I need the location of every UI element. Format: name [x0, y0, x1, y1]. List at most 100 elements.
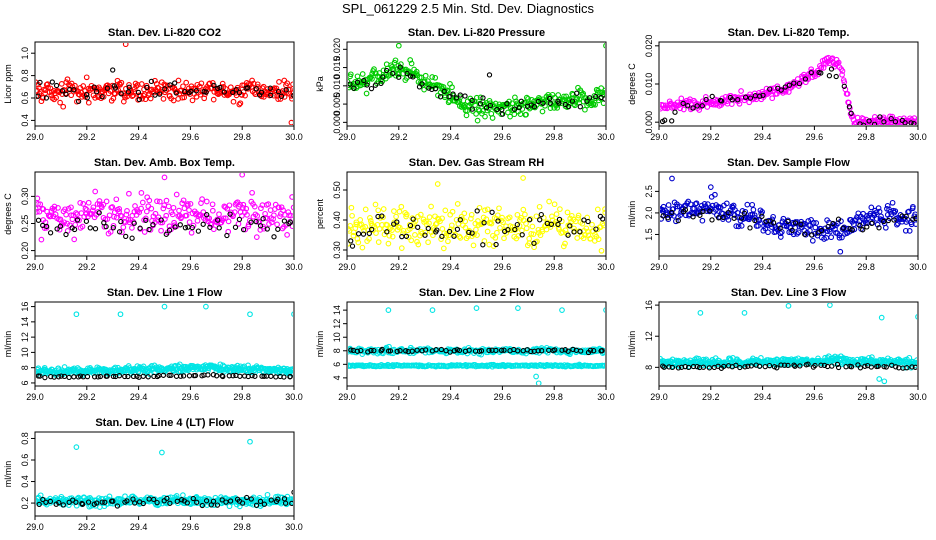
- data-point: [163, 231, 169, 237]
- data-point: [101, 220, 107, 226]
- data-point: [501, 235, 507, 242]
- x-tick-label: 29.0: [650, 262, 668, 272]
- data-point: [174, 498, 180, 504]
- data-point: [469, 230, 475, 236]
- data-point: [79, 501, 86, 507]
- x-tick-label: 29.4: [754, 392, 772, 402]
- data-point: [89, 207, 96, 214]
- data-point: [131, 86, 138, 92]
- data-point: [830, 220, 836, 227]
- data-point: [397, 64, 403, 70]
- data-point: [802, 76, 809, 82]
- data-point: [904, 365, 910, 371]
- data-point: [57, 99, 63, 106]
- data-point: [378, 80, 384, 87]
- data-point: [710, 101, 717, 108]
- data-point: [186, 219, 193, 225]
- x-tick-label: 30.0: [909, 132, 927, 142]
- data-point: [205, 372, 211, 378]
- data-point: [703, 96, 709, 103]
- data-point: [484, 206, 491, 213]
- data-point: [660, 213, 666, 219]
- data-point: [565, 348, 571, 354]
- data-point: [672, 109, 678, 115]
- outlier-point: [291, 489, 293, 495]
- data-point: [426, 85, 432, 91]
- data-point: [712, 191, 718, 198]
- data-point: [482, 113, 488, 120]
- data-point: [426, 220, 432, 227]
- data-point: [765, 357, 771, 363]
- data-point: [662, 117, 668, 123]
- data-point: [281, 218, 288, 224]
- data-point: [515, 348, 521, 354]
- data-point: [507, 113, 513, 120]
- data-point: [876, 225, 882, 231]
- outlier-point: [385, 307, 392, 313]
- data-point: [494, 212, 501, 219]
- x-tick-label: 29.4: [130, 132, 148, 142]
- data-point: [735, 223, 742, 230]
- outlier-point: [515, 305, 521, 311]
- data-point: [290, 81, 293, 88]
- data-point: [94, 500, 100, 506]
- data-point: [182, 225, 189, 231]
- data-point: [249, 77, 255, 84]
- outlier-point: [73, 444, 80, 450]
- data-point: [199, 196, 205, 202]
- y-tick-label: 0.010: [332, 75, 342, 98]
- data-point: [555, 92, 562, 98]
- data-point: [120, 224, 127, 231]
- x-tick-label: 29.6: [494, 392, 512, 402]
- data-point: [107, 229, 114, 235]
- data-point: [277, 213, 283, 220]
- data-point: [685, 103, 691, 109]
- data-point: [756, 363, 763, 369]
- series-dense: [348, 43, 605, 124]
- data-point: [167, 82, 173, 88]
- data-point: [206, 215, 213, 222]
- data-point: [528, 348, 534, 355]
- data-point: [778, 362, 784, 368]
- data-point: [594, 206, 601, 213]
- data-point: [789, 227, 795, 233]
- data-point: [261, 501, 268, 507]
- data-point: [143, 217, 149, 223]
- data-point: [190, 495, 196, 502]
- data-point: [207, 220, 214, 227]
- data-point: [528, 230, 535, 237]
- x-tick-label: 30.0: [597, 132, 615, 142]
- x-tick-label: 29.2: [78, 262, 96, 272]
- data-point: [380, 206, 387, 212]
- chart-temp: Stan. Dev. Li-820 Temp. 29.0 29.2 29.4 29.6 2…: [627, 27, 927, 142]
- data-point: [828, 66, 835, 72]
- data-point: [470, 242, 477, 249]
- data-point: [183, 79, 190, 86]
- data-point: [501, 347, 507, 353]
- data-point: [440, 245, 447, 252]
- series-lower: [348, 361, 605, 385]
- data-point: [539, 108, 546, 115]
- data-point: [290, 496, 293, 503]
- data-point: [709, 217, 715, 223]
- data-point: [376, 226, 383, 232]
- y-tick-label: 0.4: [20, 114, 30, 127]
- data-point: [107, 88, 114, 94]
- data-point: [415, 241, 422, 248]
- data-point: [224, 232, 230, 239]
- data-point: [249, 372, 255, 379]
- y-tick-label: 0.000: [332, 111, 342, 134]
- data-point: [449, 208, 456, 215]
- data-point: [348, 71, 354, 78]
- data-point: [289, 500, 293, 507]
- outlier-point: [288, 119, 293, 125]
- data-point: [846, 104, 853, 110]
- data-point: [742, 364, 748, 370]
- data-point: [237, 373, 243, 379]
- data-point: [529, 223, 536, 230]
- data-point: [564, 209, 571, 216]
- y-tick-label: 0.30: [332, 241, 342, 259]
- data-point: [699, 103, 705, 109]
- data-point: [61, 373, 68, 380]
- data-point: [372, 82, 379, 88]
